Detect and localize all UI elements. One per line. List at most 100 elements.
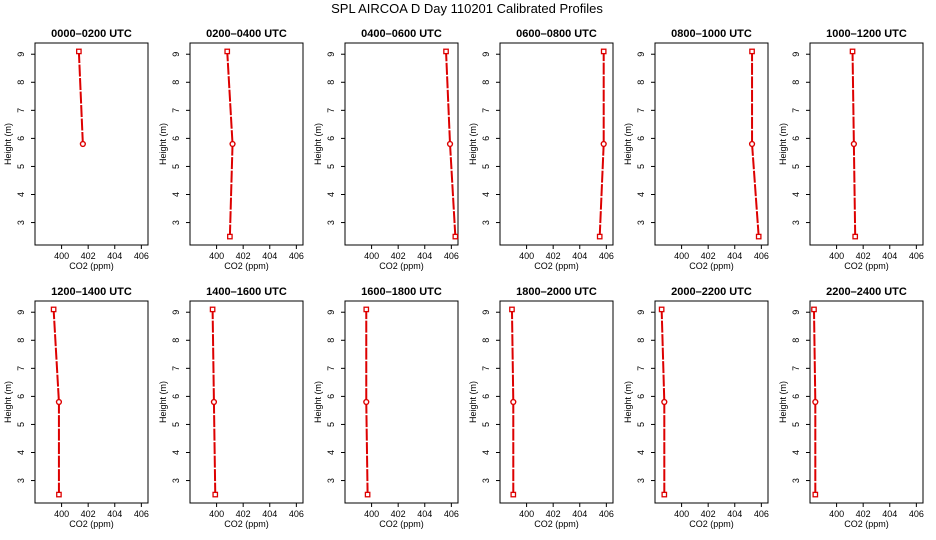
x-tick-label: 404 xyxy=(107,509,122,519)
x-tick-label: 404 xyxy=(417,251,432,261)
y-tick-label: 7 xyxy=(171,366,181,371)
y-tick-label: 4 xyxy=(791,450,801,455)
y-tick-label: 9 xyxy=(326,52,336,57)
data-point-square xyxy=(596,233,603,240)
data-point-circle xyxy=(850,140,857,148)
plot-frame xyxy=(344,42,459,246)
y-tick-label: 4 xyxy=(636,450,646,455)
x-tick-label: 402 xyxy=(856,509,871,519)
y-tick-label: 5 xyxy=(481,422,491,427)
y-tick-label: 4 xyxy=(16,192,26,197)
x-tick-label: 406 xyxy=(909,251,924,261)
y-tick-label: 9 xyxy=(636,310,646,315)
data-point-square xyxy=(363,306,370,313)
data-point-square xyxy=(510,491,517,498)
data-point-square xyxy=(452,233,459,240)
y-tick-label: 7 xyxy=(326,366,336,371)
y-tick-label: 6 xyxy=(481,394,491,399)
x-tick-label: 400 xyxy=(829,509,844,519)
x-tick-label: 404 xyxy=(417,509,432,519)
data-point-square xyxy=(56,491,62,498)
y-tick-label: 8 xyxy=(16,80,26,85)
y-tick-label: 7 xyxy=(481,108,491,113)
y-tick-label: 7 xyxy=(791,366,801,371)
y-tick-label: 4 xyxy=(791,192,801,197)
y-tick-label: 6 xyxy=(636,394,646,399)
panel-6: 1000–1200 UTC 400 402 404 406 3 4 5 6 7 8 9 CO2 (ppm… xyxy=(778,28,924,271)
y-tick-label: 4 xyxy=(481,450,491,455)
data-point-circle xyxy=(661,398,668,406)
data-point-square xyxy=(227,233,233,240)
data-point-circle xyxy=(812,398,819,406)
y-tick-label: 3 xyxy=(16,220,26,225)
panel-10: 1800–2000 UTC 400 402 404 406 3 4 5 6 7 8 9 CO2 (ppm… xyxy=(468,286,614,529)
y-tick-label: 6 xyxy=(791,394,801,399)
x-tick-label: 400 xyxy=(674,509,689,519)
x-tick-label: 402 xyxy=(546,251,561,261)
x-axis-label: CO2 (ppm) xyxy=(69,519,114,529)
y-tick-label: 9 xyxy=(16,310,26,315)
x-tick-label: 400 xyxy=(209,509,224,519)
x-tick-label: 406 xyxy=(599,509,614,519)
y-tick-label: 3 xyxy=(171,478,181,483)
y-axis-label: Height (m) xyxy=(158,123,168,165)
x-tick-label: 406 xyxy=(134,509,149,519)
y-tick-label: 6 xyxy=(16,394,26,399)
x-tick-label: 400 xyxy=(829,251,844,261)
data-point-square xyxy=(749,48,755,55)
x-tick-label: 402 xyxy=(236,251,251,261)
panel-title: 0800–1000 UTC xyxy=(671,28,752,40)
y-tick-label: 3 xyxy=(791,478,801,483)
y-tick-label: 3 xyxy=(481,220,491,225)
y-tick-label: 8 xyxy=(636,338,646,343)
y-tick-label: 3 xyxy=(636,478,646,483)
plot-frame xyxy=(499,42,614,246)
y-tick-label: 6 xyxy=(326,394,336,399)
x-tick-label: 404 xyxy=(882,509,897,519)
x-tick-label: 404 xyxy=(727,251,742,261)
x-axis-label: CO2 (ppm) xyxy=(844,519,889,529)
x-axis-label: CO2 (ppm) xyxy=(379,519,424,529)
profile-line xyxy=(77,51,84,145)
plot-frame xyxy=(344,300,459,504)
x-axis-label: CO2 (ppm) xyxy=(534,261,579,271)
y-tick-label: 5 xyxy=(171,422,181,427)
x-tick-label: 400 xyxy=(364,509,379,519)
data-point-circle xyxy=(55,398,63,406)
y-tick-label: 4 xyxy=(16,450,26,455)
data-point-square xyxy=(849,48,856,55)
y-tick-label: 4 xyxy=(326,192,336,197)
y-tick-label: 7 xyxy=(16,366,26,371)
x-axis-label: CO2 (ppm) xyxy=(224,261,269,271)
panel-11: 2000–2200 UTC 400 402 404 406 3 4 5 6 7 8 9 CO2 (ppm… xyxy=(623,286,769,529)
y-tick-label: 5 xyxy=(636,422,646,427)
x-tick-label: 402 xyxy=(391,509,406,519)
x-tick-label: 402 xyxy=(856,251,871,261)
panel-title: 1800–2000 UTC xyxy=(516,286,597,298)
data-point-square xyxy=(812,491,819,498)
x-tick-label: 402 xyxy=(391,251,406,261)
panel-8: 1400–1600 UTC 400 402 404 406 3 4 5 6 7 8 9 CO2 (ppm… xyxy=(158,286,304,529)
x-tick-label: 400 xyxy=(364,251,379,261)
plot-frame xyxy=(189,300,304,504)
x-tick-label: 404 xyxy=(727,509,742,519)
y-tick-label: 9 xyxy=(636,52,646,57)
y-axis-label: Height (m) xyxy=(3,381,13,423)
plot-frame xyxy=(654,42,769,246)
plot-frame xyxy=(34,300,149,504)
plot-frame xyxy=(654,300,769,504)
x-tick-label: 404 xyxy=(262,509,277,519)
data-point-square xyxy=(661,491,668,498)
y-tick-label: 6 xyxy=(171,136,181,141)
x-tick-label: 406 xyxy=(754,509,769,519)
y-tick-label: 7 xyxy=(16,108,26,113)
y-tick-label: 3 xyxy=(636,220,646,225)
y-axis-label: Height (m) xyxy=(778,123,788,165)
data-point-square xyxy=(509,306,515,313)
panel-title: 0000–0200 UTC xyxy=(51,28,132,40)
y-axis-label: Height (m) xyxy=(313,123,323,165)
y-tick-label: 6 xyxy=(791,136,801,141)
panel-title: 1200–1400 UTC xyxy=(51,286,132,298)
y-tick-label: 3 xyxy=(791,220,801,225)
y-axis-label: Height (m) xyxy=(313,381,323,423)
